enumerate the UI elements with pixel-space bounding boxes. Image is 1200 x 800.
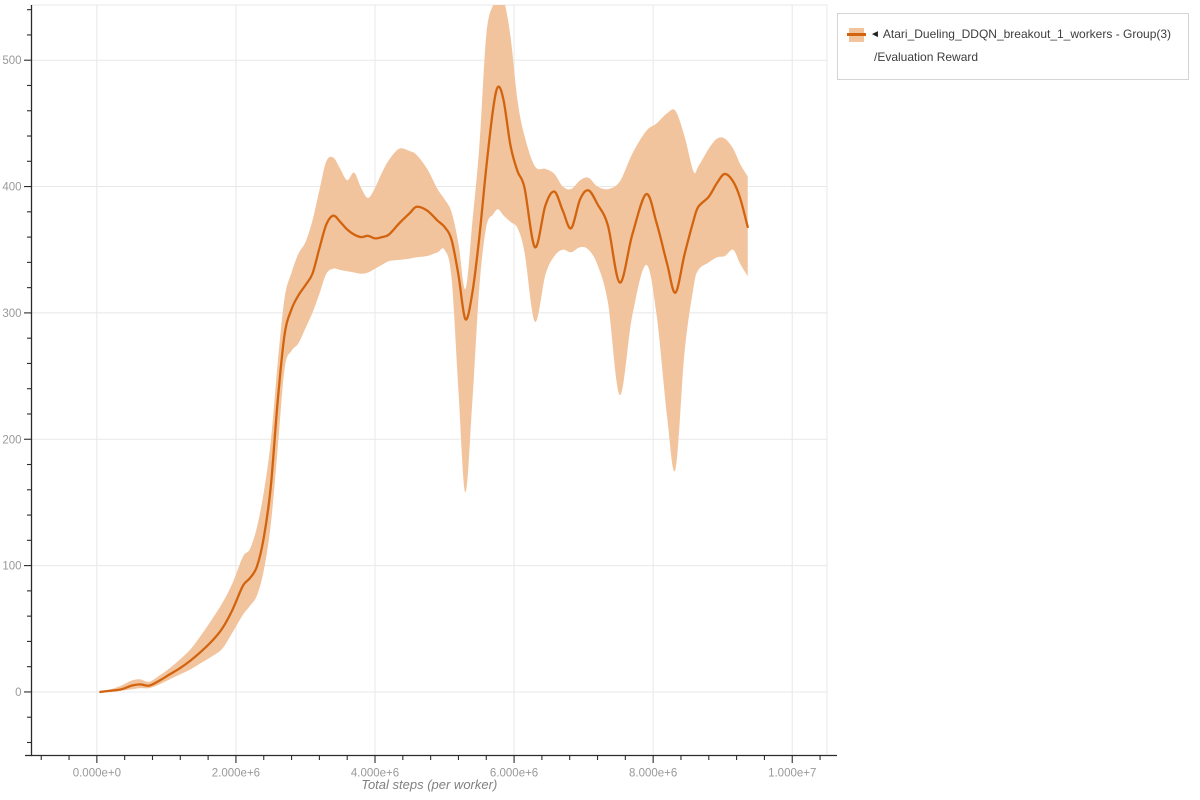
x-tick-labels: 0.000e+0 2.000e+6 4.000e+6 6.000e+6 8.000e+6… xyxy=(73,768,817,780)
mean-reward-line xyxy=(99,85,749,694)
svg-text:100: 100 xyxy=(2,561,21,573)
legend: ◄ Atari_Dueling_DDQN_breakout_1_workers … xyxy=(837,13,1189,80)
x-axis-title: Total steps (per worker) xyxy=(361,777,497,792)
collapse-triangle-icon: ◄ xyxy=(870,29,880,40)
y-tick-labels: 0 100 200 300 400 500 xyxy=(2,55,21,699)
svg-text:300: 300 xyxy=(2,308,21,320)
svg-text:1.000e+7: 1.000e+7 xyxy=(768,768,816,780)
svg-text:8.000e+6: 8.000e+6 xyxy=(629,768,677,780)
svg-text:0: 0 xyxy=(15,687,21,699)
legend-series-name: Atari_Dueling_DDQN_breakout_1_workers - … xyxy=(882,27,1172,41)
confidence-band xyxy=(100,5,748,693)
legend-series-line-icon xyxy=(847,32,866,36)
svg-text:0.000e+0: 0.000e+0 xyxy=(73,768,121,780)
axes xyxy=(25,5,837,757)
legend-series-swatch xyxy=(847,27,866,42)
legend-metric-name: /Evaluation Reward xyxy=(874,50,979,64)
gridlines xyxy=(31,4,828,756)
svg-text:500: 500 xyxy=(2,55,21,67)
svg-text:400: 400 xyxy=(2,182,21,194)
svg-text:4.000e+6: 4.000e+6 xyxy=(351,768,399,780)
axis-ticks xyxy=(24,9,821,763)
svg-text:2.000e+6: 2.000e+6 xyxy=(212,768,260,780)
svg-text:200: 200 xyxy=(2,434,21,446)
legend-item[interactable]: ◄ Atari_Dueling_DDQN_breakout_1_workers … xyxy=(847,23,1178,46)
svg-text:6.000e+6: 6.000e+6 xyxy=(490,768,538,780)
